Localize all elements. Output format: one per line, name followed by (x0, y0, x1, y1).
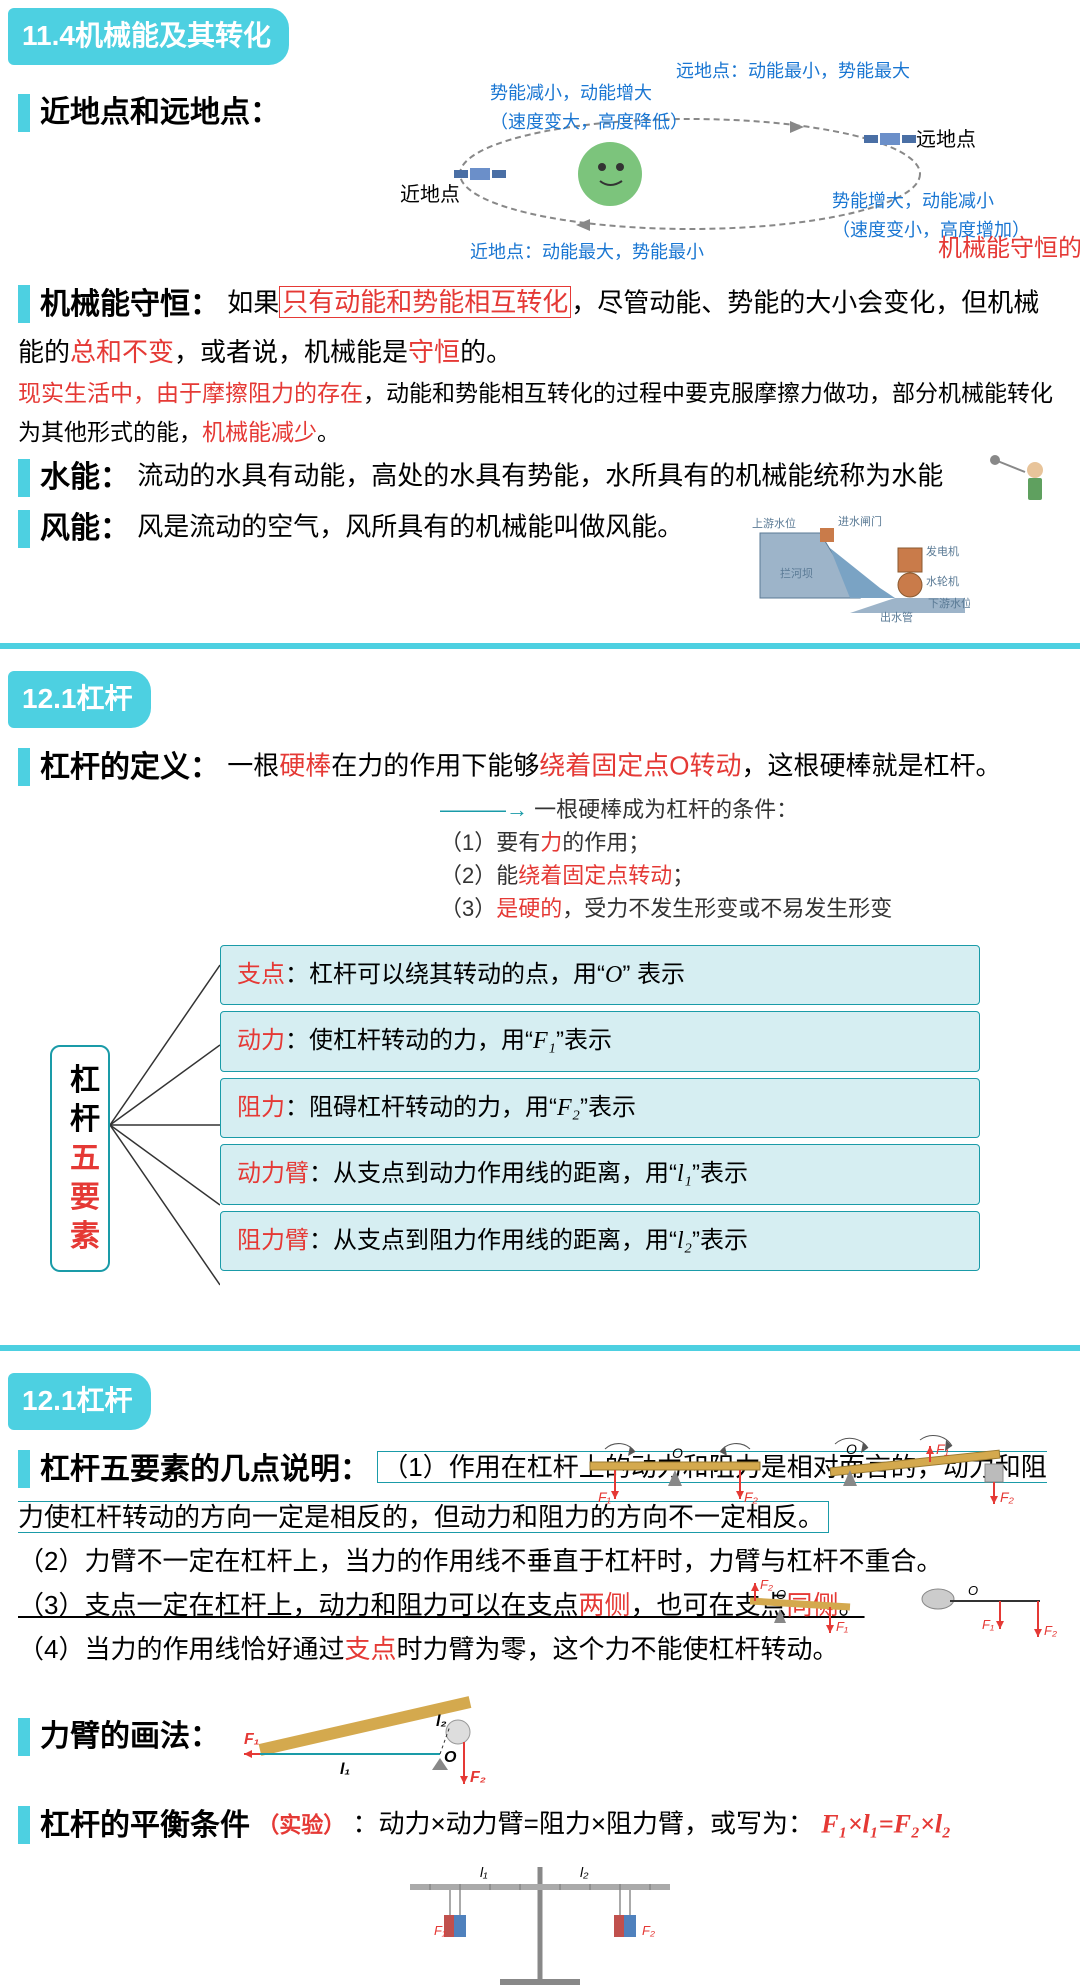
svg-text:F₁: F₁ (598, 1489, 612, 1505)
svg-text:F₂: F₂ (1044, 1623, 1057, 1638)
svg-text:上游水位: 上游水位 (752, 516, 796, 530)
subheading-perigee-apogee: 近地点和远地点： (18, 89, 300, 137)
section-12-1-a: 12.1杠杆 杠杆的定义： 一根硬棒在力的作用下能够绕着固定点O转动，这根硬棒就… (0, 663, 1080, 1325)
svg-text:l₂: l₂ (580, 1864, 589, 1880)
svg-text:l₂: l₂ (436, 1713, 447, 1730)
chapter-tag: 12.1杠杆 (8, 1373, 151, 1430)
svg-text:下游水位: 下游水位 (928, 596, 970, 610)
note-2: （2）力臂不一定在杠杆上，当力的作用线不垂直于杠杆时，力臂与杠杆不重合。 (0, 1539, 1080, 1583)
five-elements-diagram: 杠 杆 五 要 素 支点：杠杆可以绕其转动的点，用“O” 表示 动力：使杠杆转动… (0, 925, 1080, 1325)
arm-drawing-diagram: O F₁ F₂ l₁ l₂ (240, 1682, 500, 1792)
conservation-paragraph: 机械能守恒： 如果只有动能和势能相互转化，尽管动能、势能的大小会变化，但机械能的… (0, 279, 1080, 374)
def-fulcrum: 支点：杠杆可以绕其转动的点，用“O” 表示 (220, 945, 980, 1005)
accent-bar (18, 94, 30, 132)
dam-diagram: 上游水位 进水闸门 发电机 水轮机 拦河坝 下游水位 出水管 (750, 503, 970, 623)
note-3-4: （3）支点一定在杠杆上，动力和阻力可以在支点两侧，也可在支点同侧。 O F₁ F… (0, 1583, 1080, 1671)
side-lever-diagrams: O F₁ F₂ O F₁ F₂ (740, 1579, 1060, 1659)
svg-text:水轮机: 水轮机 (926, 574, 959, 588)
svg-text:F₂: F₂ (744, 1489, 759, 1505)
section-12-1-b: 12.1杠杆 O F₁ F₂ O F₁ (0, 1365, 1080, 1987)
lever-conditions: ———→ 一根硬棒成为杠杆的条件： （1）要有力的作用； （2）能绕着固定点转动… (440, 793, 1080, 925)
def-effort-arm: 动力臂：从支点到动力作用线的距离，用“l₁”表示 (220, 1144, 980, 1204)
svg-text:F₁: F₁ (244, 1731, 259, 1748)
chapter-tag: 11.4机械能及其转化 (8, 8, 289, 65)
svg-text:O: O (968, 1583, 978, 1598)
svg-text:l₁: l₁ (340, 1761, 350, 1778)
lever-definition: 杠杆的定义： 一根硬棒在力的作用下能够绕着固定点O转动，这根硬棒就是杠杆。 (0, 742, 1080, 793)
section-divider (0, 1345, 1080, 1351)
connector-lines (110, 925, 220, 1325)
friction-note: 现实生活中，由于摩擦阻力的存在，动能和势能相互转化的过程中要克服摩擦力做功，部分… (0, 374, 1080, 452)
balance-condition: 杠杆的平衡条件 （实验） ：动力×动力臂=阻力×阻力臂，或写为： F₁×l₁=F… (0, 1800, 1080, 1851)
conservation-condition-label: 机械能守恒的条件 (938, 230, 1080, 268)
svg-text:拦河坝: 拦河坝 (780, 566, 813, 580)
balance-equation: F₁×l₁=F₂×l₂ (821, 1809, 951, 1838)
person-icon (990, 452, 1060, 512)
def-load: 阻力：阻碍杠杆转动的力，用“F₂”表示 (220, 1078, 980, 1138)
section-divider (0, 643, 1080, 649)
svg-text:O: O (846, 1441, 857, 1457)
svg-text:O: O (444, 1749, 457, 1766)
five-elements-label: 杠 杆 五 要 素 (50, 1045, 110, 1272)
def-load-arm: 阻力臂：从支点到阻力作用线的距离，用“l₂”表示 (220, 1211, 980, 1271)
svg-text:发电机: 发电机 (926, 544, 959, 558)
svg-text:F₂: F₂ (470, 1769, 486, 1786)
svg-text:F₂: F₂ (1000, 1489, 1015, 1505)
svg-text:出水管: 出水管 (880, 610, 913, 623)
svg-text:F₁: F₁ (836, 1619, 848, 1634)
lever-mini-diagrams: O F₁ F₂ O F₁ F₂ (580, 1434, 1040, 1524)
subheading-arm-drawing: 力臂的画法： O F₁ F₂ l₁ l₂ (18, 1682, 1080, 1792)
svg-text:F₂: F₂ (760, 1579, 773, 1592)
svg-text:l₁: l₁ (480, 1864, 488, 1880)
accent-bar (18, 285, 30, 323)
svg-text:F₂: F₂ (642, 1923, 655, 1938)
svg-text:F₁: F₁ (982, 1617, 994, 1632)
section-11-4: 11.4机械能及其转化 近地点和远地点： 远地点：动能最小，势能最大 势能减小，… (0, 0, 1080, 623)
chapter-tag: 12.1杠杆 (8, 671, 151, 728)
water-energy: 水能： 流动的水具有动能，高处的水具有势能，水所具有的机械能统称为水能 (0, 452, 1080, 503)
def-effort: 动力：使杠杆转动的力，用“F₁”表示 (220, 1011, 980, 1071)
svg-text:F₁: F₁ (434, 1923, 446, 1938)
balance-apparatus: l₁ l₂ F₁ F₂ (360, 1857, 720, 1987)
svg-text:进水闸门: 进水闸门 (838, 514, 882, 528)
svg-text:O: O (776, 1587, 786, 1602)
orbit-diagram: 远地点：动能最小，势能最大 势能减小，动能增大（速度变大，高度降低） 近地点 远… (410, 79, 970, 259)
svg-text:O: O (672, 1445, 683, 1461)
